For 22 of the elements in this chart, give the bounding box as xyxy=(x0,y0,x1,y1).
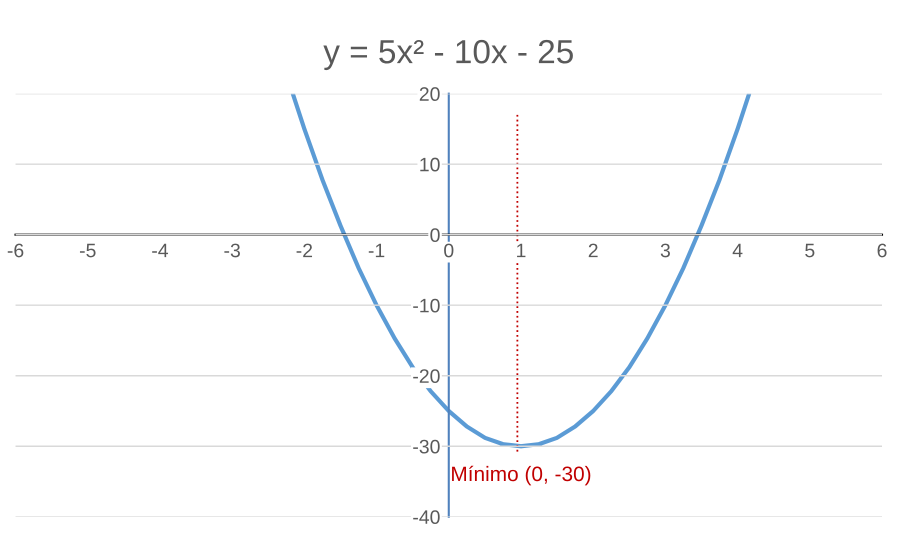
x-tick-label: 1 xyxy=(517,244,526,258)
x-tick-label: 4 xyxy=(732,244,742,258)
x-tick-label: 3 xyxy=(660,244,670,258)
x-tick-label: 0 xyxy=(444,244,454,258)
y-tick-label: -40 xyxy=(413,510,440,524)
y-tick-label: -20 xyxy=(413,369,440,383)
y-tick-label: -10 xyxy=(413,298,440,312)
x-tick-label: -1 xyxy=(368,244,384,258)
x-tick-label: 6 xyxy=(878,244,887,258)
x-tick-label: -4 xyxy=(152,244,168,258)
y-tick-label: 10 xyxy=(420,158,440,172)
y-tick-label: 0 xyxy=(430,228,440,242)
x-tick-label: -3 xyxy=(224,244,240,258)
x-tick-label: 5 xyxy=(805,244,814,258)
x-tick-label: -5 xyxy=(80,244,96,258)
x-tick-label: -6 xyxy=(8,244,24,258)
x-tick-label: 2 xyxy=(588,244,598,258)
x-tick-label: -2 xyxy=(296,244,312,258)
y-tick-label: 20 xyxy=(420,87,440,101)
annotation: Mínimo (0, -30) xyxy=(452,466,590,486)
y-tick-label: -30 xyxy=(413,440,440,454)
chart-title: y = 5x² - 10x - 25 xyxy=(323,40,573,70)
